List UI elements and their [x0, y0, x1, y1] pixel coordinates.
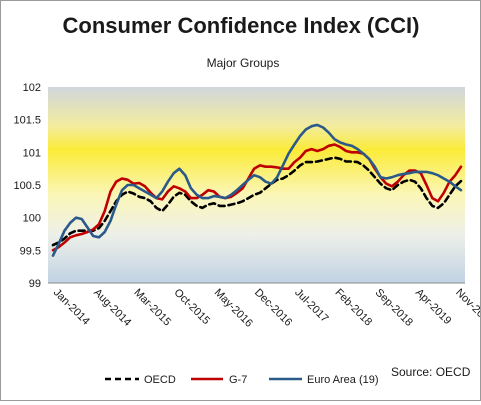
chart-title: Consumer Confidence Index (CCI) [63, 13, 420, 38]
x-tick-label: Dec-2016 [252, 287, 294, 329]
x-tick-label: Nov-2019 [453, 287, 480, 329]
x-tick-label: Oct-2015 [172, 287, 212, 327]
series-line-g-7 [51, 143, 463, 252]
x-tick-label: Jan-2014 [51, 287, 92, 328]
x-tick-label: Jul-2017 [292, 287, 330, 325]
y-axis: 99 99.5 100 100.5 101 101.5 102 [13, 82, 41, 290]
legend: OECD G-7 Euro Area (19) [105, 374, 379, 386]
x-tick-label: Aug-2014 [91, 287, 133, 329]
legend-label-g7: G-7 [229, 374, 247, 386]
series-layer [51, 123, 463, 257]
legend-label-euro-area: Euro Area (19) [307, 374, 379, 386]
legend-item-euro-area: Euro Area (19) [269, 374, 379, 386]
x-tick-label: Sep-2018 [373, 287, 415, 329]
y-tick-label: 99 [29, 278, 41, 290]
y-tick-label: 100.5 [13, 180, 41, 192]
chart-subtitle: Major Groups [207, 56, 280, 70]
y-tick-label: 101.5 [13, 115, 41, 127]
source-note: Source: OECD [391, 365, 471, 379]
plot-area [48, 87, 465, 283]
x-tick-label: Feb-2018 [332, 287, 374, 329]
legend-item-oecd: OECD [105, 374, 176, 386]
legend-label-oecd: OECD [144, 374, 176, 386]
x-tick-label: Apr-2019 [413, 287, 453, 327]
series-line-euro-area-19 [51, 123, 463, 257]
x-tick-label: Mar-2015 [131, 287, 173, 329]
y-tick-label: 101 [23, 147, 41, 159]
y-tick-label: 100 [23, 213, 41, 225]
x-tick-label: May-2016 [212, 287, 255, 330]
y-tick-label: 99.5 [20, 245, 41, 257]
y-tick-label: 102 [23, 82, 41, 94]
legend-item-g7: G-7 [191, 374, 247, 386]
